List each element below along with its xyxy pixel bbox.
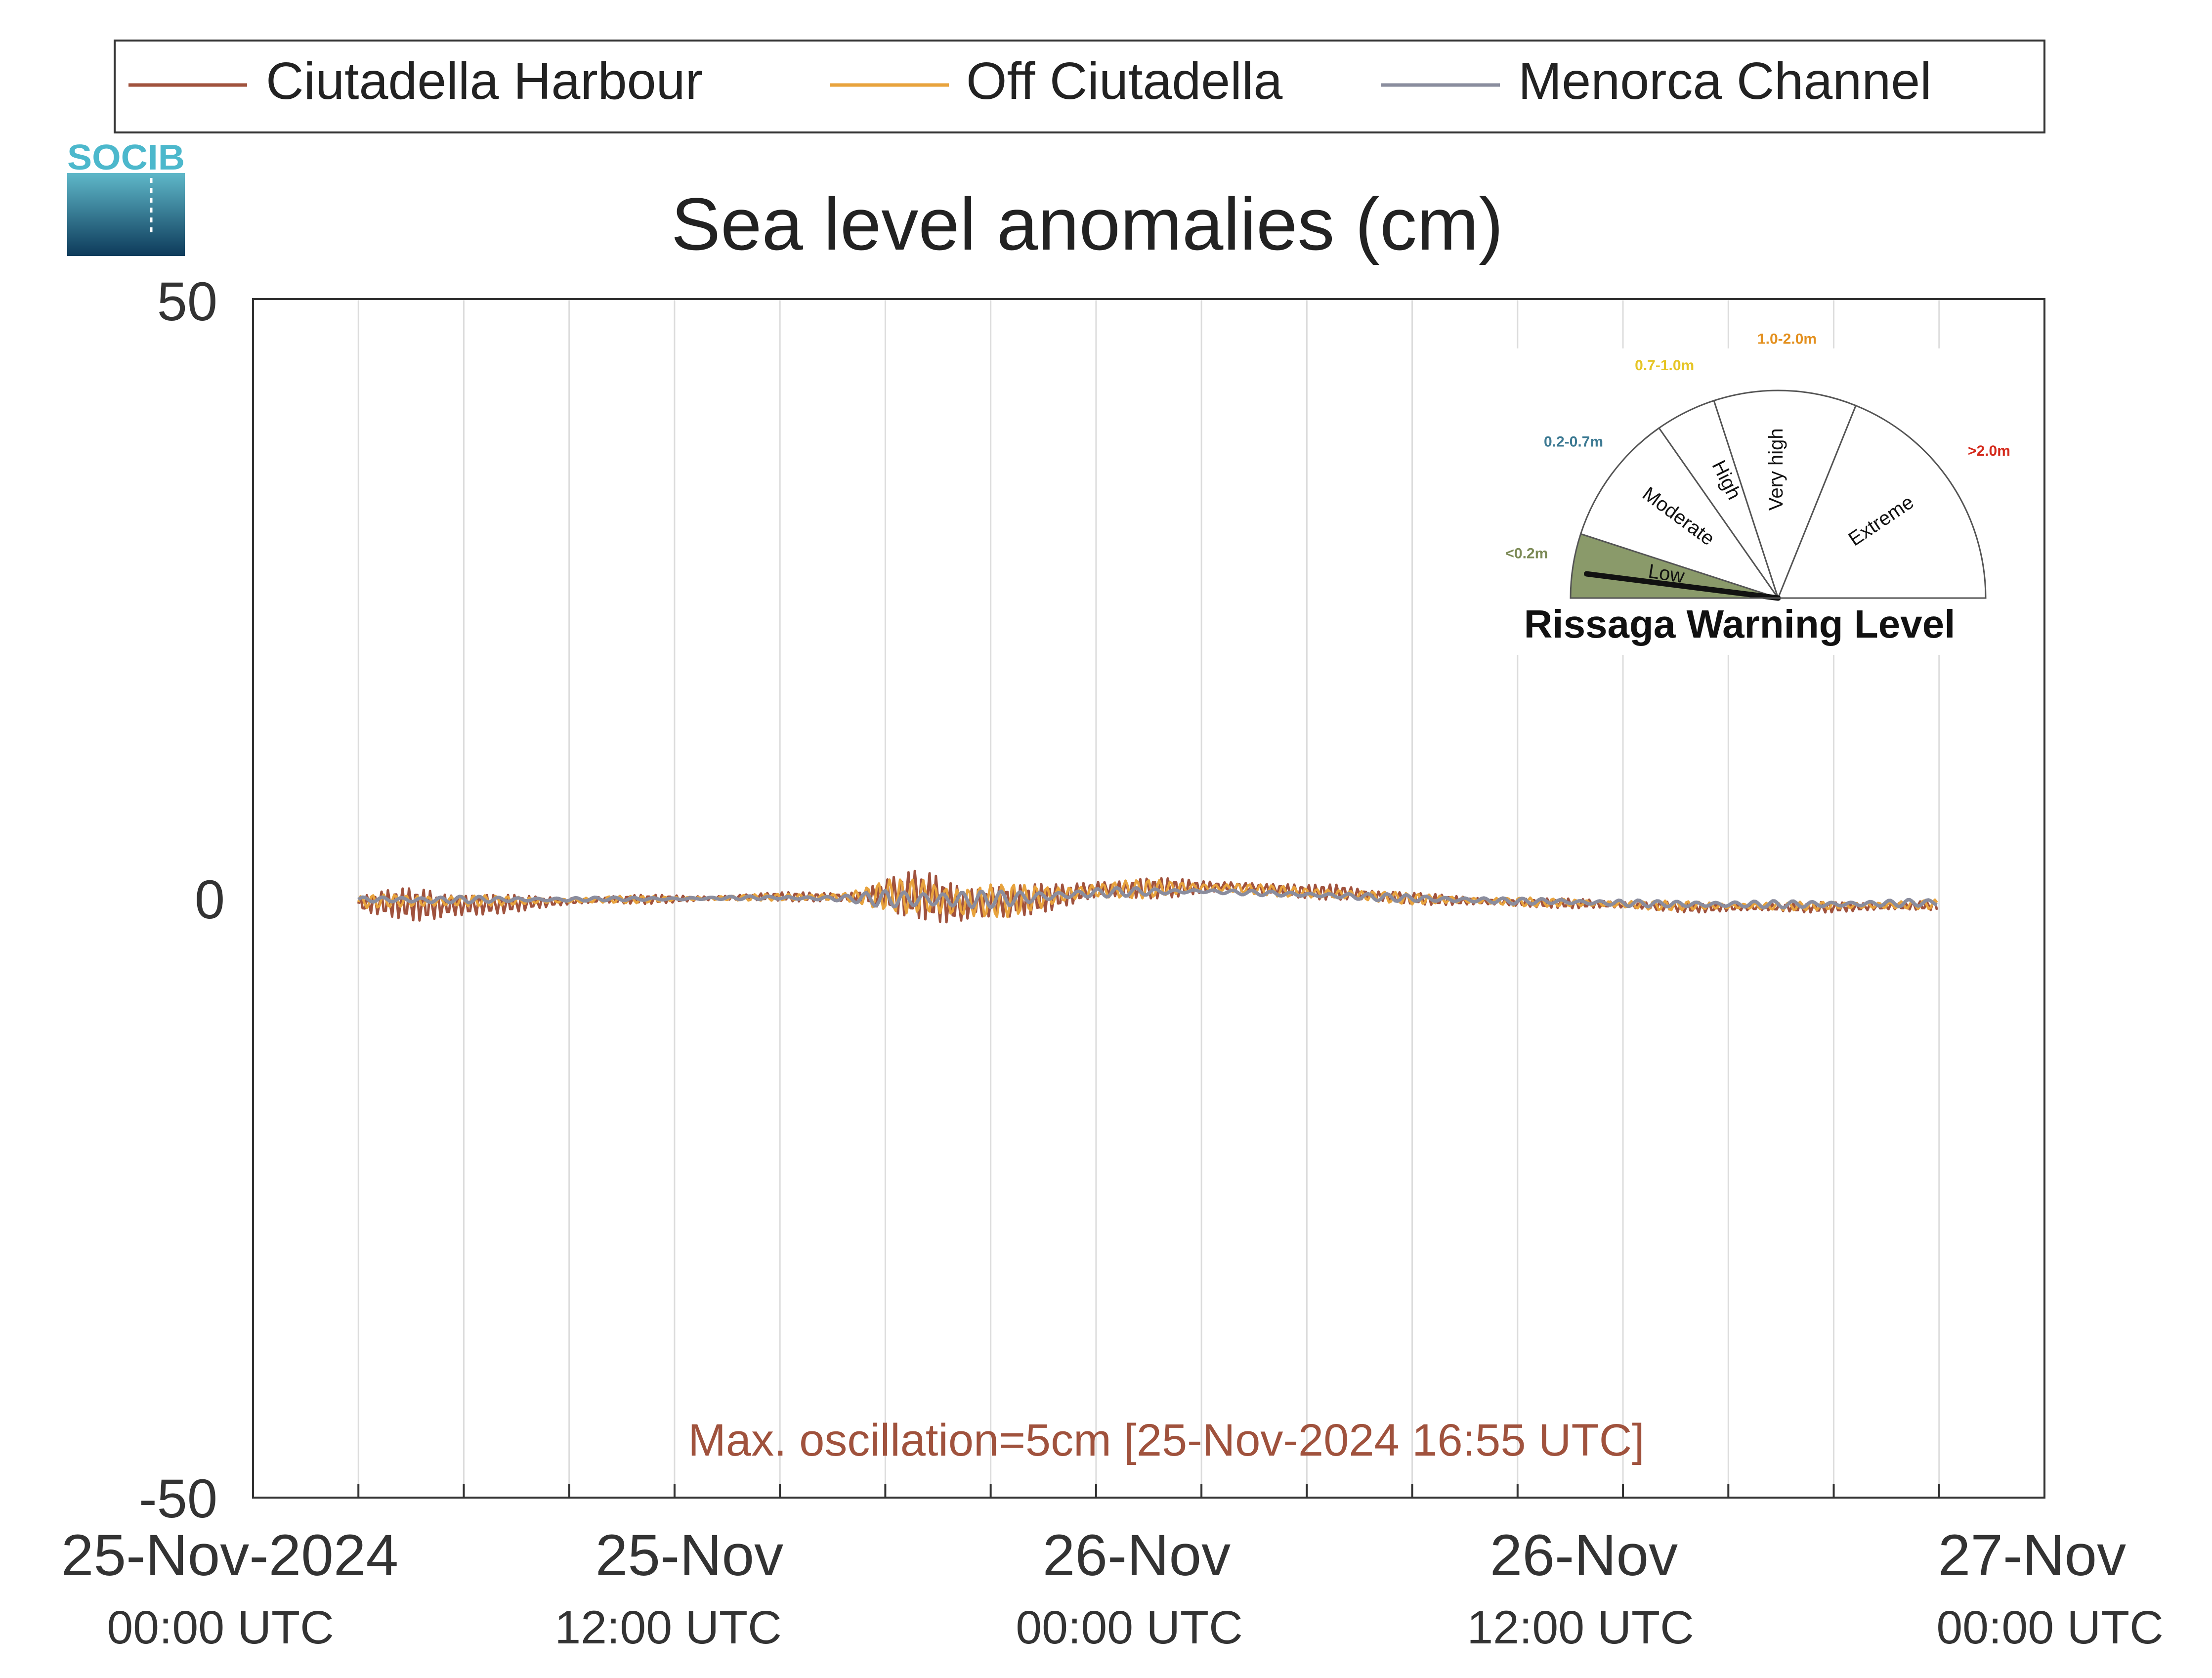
legend: Ciutadella Harbour Off Ciutadella Menorc… <box>114 40 2045 133</box>
gauge-range-label: 0.2-0.7m <box>1544 434 1603 450</box>
x-tick-time: 00:00 UTC <box>1936 1601 2163 1654</box>
y-axis: 50 0 -50 <box>139 271 225 1529</box>
rissaga-warning-gauge: Low<0.2mModerate0.2-0.7mHigh0.7-1.0mVery… <box>1492 331 2016 655</box>
gauge-title: Rissaga Warning Level <box>1524 602 1956 646</box>
y-tick-label: 0 <box>195 869 225 930</box>
gauge-range-label: 1.0-2.0m <box>1757 331 1817 347</box>
x-tick-date: 27-Nov <box>1938 1523 2126 1588</box>
x-tick-time: 12:00 UTC <box>1467 1601 1694 1654</box>
max-oscillation-annotation: Max. oscillation=5cm [25-Nov-2024 16:55 … <box>688 1415 1644 1465</box>
x-axis-labels: 25-Nov-2024 00:00 UTC 25-Nov 12:00 UTC 2… <box>61 1523 2164 1654</box>
gauge-sector-very-high <box>1713 389 1857 601</box>
y-tick-label: 50 <box>157 271 217 332</box>
gauge-range-label: <0.2m <box>1505 545 1548 561</box>
legend-label-menorca-channel: Menorca Channel <box>1518 52 1932 110</box>
series-line <box>357 878 1938 918</box>
x-tick-date: 26-Nov <box>1043 1523 1231 1588</box>
gauge-sector-extreme <box>1777 404 1987 599</box>
gauge-range-label: 0.7-1.0m <box>1635 357 1694 374</box>
legend-box <box>114 40 2045 133</box>
series-layer <box>357 869 1938 924</box>
x-ticks <box>357 1484 1940 1498</box>
gauge-sectors: Low<0.2mModerate0.2-0.7mHigh0.7-1.0mVery… <box>1505 331 2010 601</box>
plot-frame <box>252 298 2045 1499</box>
x-tick-date: 25-Nov-2024 <box>61 1523 398 1588</box>
x-tick-date: 25-Nov <box>596 1523 783 1588</box>
series-line <box>357 886 1938 910</box>
x-tick-date: 26-Nov <box>1490 1523 1678 1588</box>
logo-block <box>67 173 185 256</box>
gauge-sector-moderate <box>1579 427 1780 600</box>
socib-logo: SOCIB <box>67 138 185 256</box>
chart-title: Sea level anomalies (cm) <box>671 182 1503 265</box>
x-tick-time: 00:00 UTC <box>1016 1601 1242 1654</box>
legend-label-off-ciutadella: Off Ciutadella <box>966 52 1282 110</box>
logo-text: SOCIB <box>67 138 185 177</box>
gauge-sector-label: Very high <box>1765 428 1787 511</box>
x-tick-time: 00:00 UTC <box>107 1601 334 1654</box>
legend-label-ciutadella-harbour: Ciutadella Harbour <box>266 52 703 110</box>
gauge-range-label: >2.0m <box>1968 443 2010 459</box>
y-tick-label: -50 <box>139 1468 217 1529</box>
x-tick-time: 12:00 UTC <box>554 1601 781 1654</box>
gauge-needle <box>1583 571 1781 601</box>
